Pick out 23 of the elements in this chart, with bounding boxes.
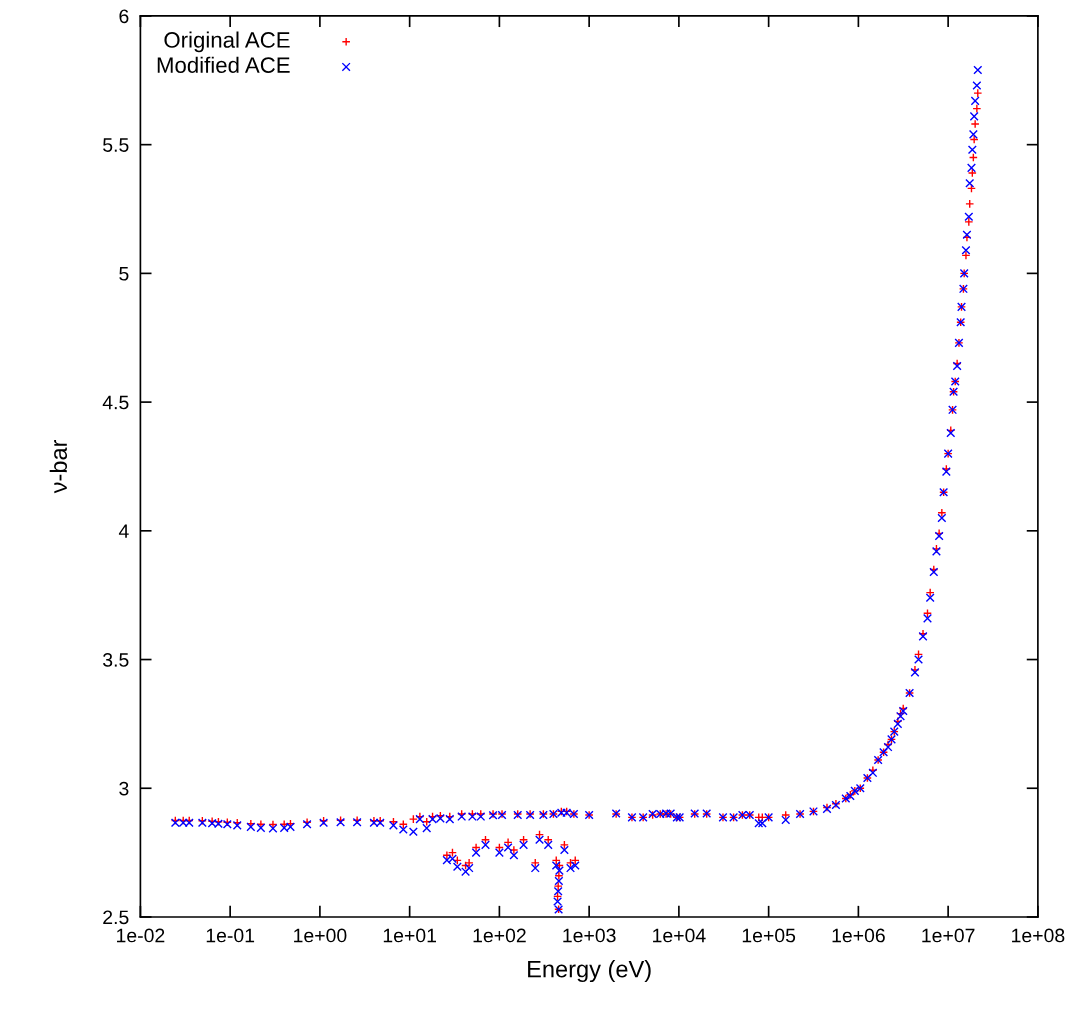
y-tick-label: 4.5	[102, 395, 129, 410]
x-tick-label: 1e+03	[563, 928, 616, 943]
y-tick-label: 3	[119, 781, 129, 796]
y-tick-label: 2.5	[103, 910, 129, 925]
x-tick-label: 1e+04	[653, 928, 706, 943]
x-tick-label: 1e+06	[832, 928, 885, 943]
x-tick-label: 1e-02	[117, 928, 165, 943]
x-tick-label: 1e+02	[473, 928, 526, 943]
y-tick-label: 5	[119, 267, 129, 281]
x-tick-label: 1e+01	[383, 928, 436, 943]
y-axis-title: ν-bar	[49, 439, 68, 494]
y-tick-label: 6	[119, 9, 129, 24]
y-tick-label: 3.5	[103, 653, 129, 667]
legend-label: Original ACE	[164, 31, 290, 53]
x-tick-label: 1e+07	[922, 928, 975, 943]
x-tick-label: 1e-01	[206, 928, 255, 943]
x-axis-title: Energy (eV)	[528, 960, 651, 983]
y-tick-label: 4	[118, 524, 129, 538]
x-tick-label: 1e+00	[294, 928, 347, 943]
x-tick-label: 1e+05	[742, 928, 796, 943]
y-tick-label: 5.5	[103, 138, 129, 152]
legend-label: Modified ACE	[157, 56, 290, 73]
x-tick-label: 1e+08	[1012, 928, 1065, 943]
